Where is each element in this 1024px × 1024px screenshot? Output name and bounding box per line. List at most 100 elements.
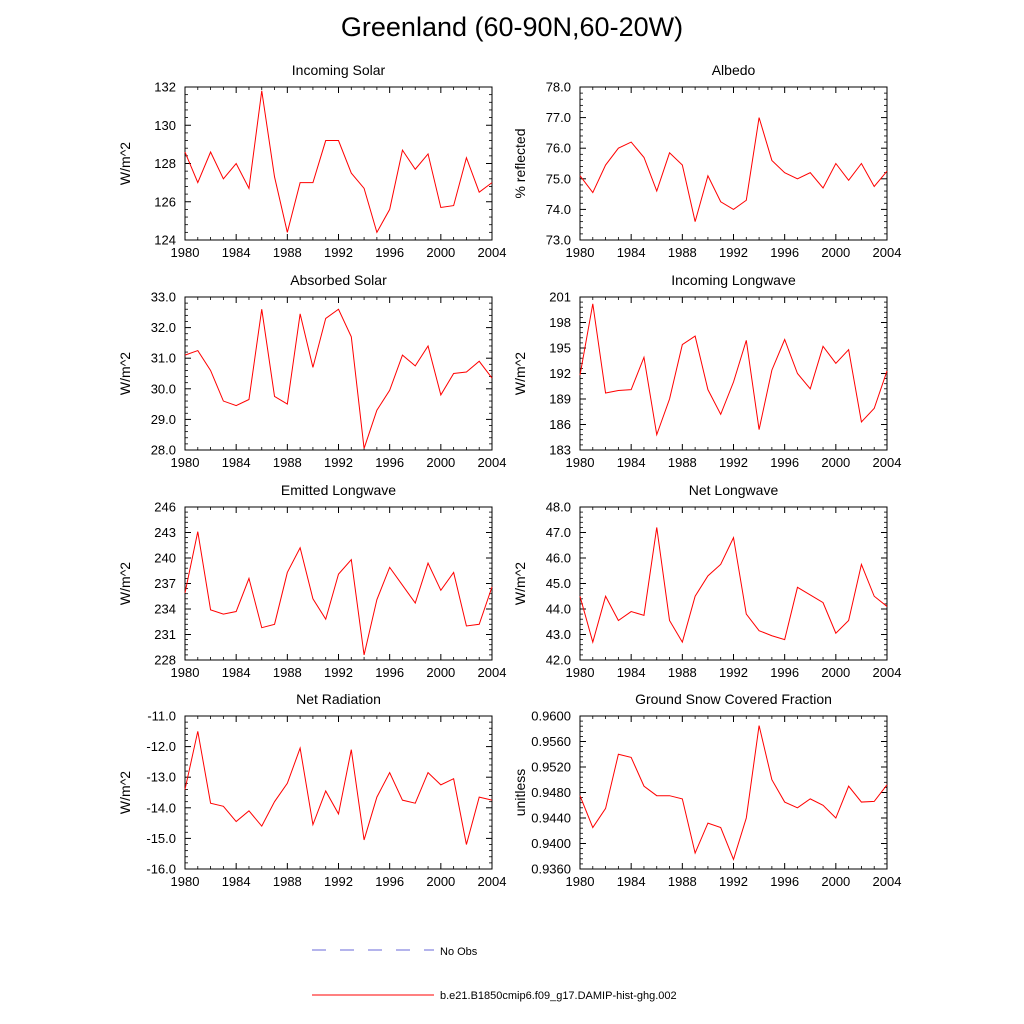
y-tick-label: 48.0 xyxy=(546,500,571,515)
y-axis-label: W/m^2 xyxy=(117,562,133,605)
figure-title: Greenland (60-90N,60-20W) xyxy=(340,12,684,42)
x-tick-label: 2000 xyxy=(426,665,455,680)
y-tick-label: 128 xyxy=(154,156,176,171)
y-tick-label: 130 xyxy=(154,118,176,133)
panel-title: Emitted Longwave xyxy=(281,482,396,498)
y-tick-label: 198 xyxy=(549,315,571,330)
x-tick-label: 1996 xyxy=(375,245,404,260)
x-tick-label: 1996 xyxy=(375,665,404,680)
x-tick-label: 1996 xyxy=(770,455,799,470)
x-tick-label: 1984 xyxy=(222,874,251,889)
x-tick-label: 2000 xyxy=(426,874,455,889)
y-tick-label: 47.0 xyxy=(546,525,571,540)
y-tick-label: 183 xyxy=(549,443,571,458)
x-tick-label: 1980 xyxy=(566,455,595,470)
x-tick-label: 1980 xyxy=(171,455,200,470)
y-axis-label: W/m^2 xyxy=(117,771,133,814)
x-tick-label: 1992 xyxy=(324,665,353,680)
y-tick-label: 77.0 xyxy=(546,110,571,125)
y-axis-label: unitless xyxy=(512,769,528,816)
y-tick-label: 234 xyxy=(154,602,176,617)
panel-title: Net Longwave xyxy=(689,482,779,498)
y-tick-label: 243 xyxy=(154,525,176,540)
y-tick-label: 231 xyxy=(154,627,176,642)
y-tick-label: 246 xyxy=(154,500,176,515)
x-tick-label: 1984 xyxy=(617,455,646,470)
x-tick-label: 1984 xyxy=(617,665,646,680)
y-tick-label: 43.0 xyxy=(546,627,571,642)
y-tick-label: 32.0 xyxy=(151,320,176,335)
x-tick-label: 2004 xyxy=(873,665,902,680)
x-tick-label: 1988 xyxy=(668,874,697,889)
y-tick-label: 195 xyxy=(549,341,571,356)
panel-2: Albedo % reflected 1980 1984 1988 1992 1996 200… xyxy=(512,62,901,260)
y-tick-label: -15.0 xyxy=(146,831,176,846)
panel-7: Net Radiation W/m^2 1980 1984 1988 1992 1996 20… xyxy=(117,691,506,889)
panel-title: Incoming Solar xyxy=(292,62,386,78)
legend-label-no-obs: No Obs xyxy=(440,946,478,958)
series-line xyxy=(184,531,493,656)
panel-title: Incoming Longwave xyxy=(671,272,796,288)
y-tick-label: 31.0 xyxy=(151,351,176,366)
y-tick-label: 0.9440 xyxy=(531,811,571,826)
y-tick-label: 132 xyxy=(154,80,176,95)
y-tick-label: 73.0 xyxy=(546,233,571,248)
legend-label-model: b.e21.B1850cmip6.f09_g17.DAMIP-hist-ghg.… xyxy=(440,990,677,1002)
x-tick-label: 1988 xyxy=(668,245,697,260)
y-axis-label: W/m^2 xyxy=(512,352,528,395)
x-tick-label: 1988 xyxy=(668,665,697,680)
plot-frame xyxy=(579,715,888,870)
y-tick-label: 75.0 xyxy=(546,171,571,186)
x-tick-label: 1984 xyxy=(222,455,251,470)
y-tick-label: 44.0 xyxy=(546,602,571,617)
x-tick-label: 2000 xyxy=(821,874,850,889)
x-tick-label: 1984 xyxy=(617,245,646,260)
series-line xyxy=(579,303,888,437)
x-tick-label: 2004 xyxy=(873,874,902,889)
panel-title: Albedo xyxy=(712,62,756,78)
y-tick-label: 0.9400 xyxy=(531,836,571,851)
y-tick-label: 124 xyxy=(154,233,176,248)
x-tick-label: 1980 xyxy=(171,665,200,680)
x-tick-label: 2004 xyxy=(873,245,902,260)
y-tick-label: 201 xyxy=(549,290,571,305)
x-tick-label: 1992 xyxy=(719,874,748,889)
y-tick-label: 186 xyxy=(549,417,571,432)
series-line xyxy=(579,725,888,861)
y-axis-label: W/m^2 xyxy=(117,142,133,185)
series-line xyxy=(184,731,493,845)
y-tick-label: -12.0 xyxy=(146,739,176,754)
y-tick-label: 28.0 xyxy=(151,443,176,458)
x-tick-label: 1980 xyxy=(171,874,200,889)
legend: No Obs b.e21.B1850cmip6.f09_g17.DAMIP-his… xyxy=(312,946,677,1002)
x-tick-label: 1996 xyxy=(375,455,404,470)
y-tick-label: 42.0 xyxy=(546,653,571,668)
y-tick-label: -13.0 xyxy=(146,770,176,785)
series-line xyxy=(184,90,493,234)
plot-frame xyxy=(579,86,888,241)
y-tick-label: 46.0 xyxy=(546,551,571,566)
x-tick-label: 2000 xyxy=(426,455,455,470)
x-tick-label: 1980 xyxy=(566,874,595,889)
x-tick-label: 2004 xyxy=(478,455,507,470)
x-tick-label: 2000 xyxy=(821,245,850,260)
x-tick-label: 1988 xyxy=(668,455,697,470)
y-tick-label: 237 xyxy=(154,576,176,591)
y-tick-label: 29.0 xyxy=(151,412,176,427)
x-tick-label: 2004 xyxy=(478,874,507,889)
panel-3: Absorbed Solar W/m^2 1980 1984 1988 1992 1996 2… xyxy=(117,272,506,470)
y-tick-label: 45.0 xyxy=(546,576,571,591)
x-tick-label: 2004 xyxy=(478,245,507,260)
plot-frame xyxy=(184,715,493,870)
y-axis-label: W/m^2 xyxy=(512,562,528,605)
y-tick-label: 30.0 xyxy=(151,381,176,396)
panel-title: Absorbed Solar xyxy=(290,272,387,288)
x-tick-label: 1992 xyxy=(719,665,748,680)
panel-8: Ground Snow Covered Fraction unitless 1980… xyxy=(512,691,901,889)
x-tick-label: 1992 xyxy=(324,874,353,889)
y-tick-label: 228 xyxy=(154,653,176,668)
x-tick-label: 1984 xyxy=(222,245,251,260)
y-axis-label: W/m^2 xyxy=(117,352,133,395)
panel-title: Net Radiation xyxy=(296,691,381,707)
